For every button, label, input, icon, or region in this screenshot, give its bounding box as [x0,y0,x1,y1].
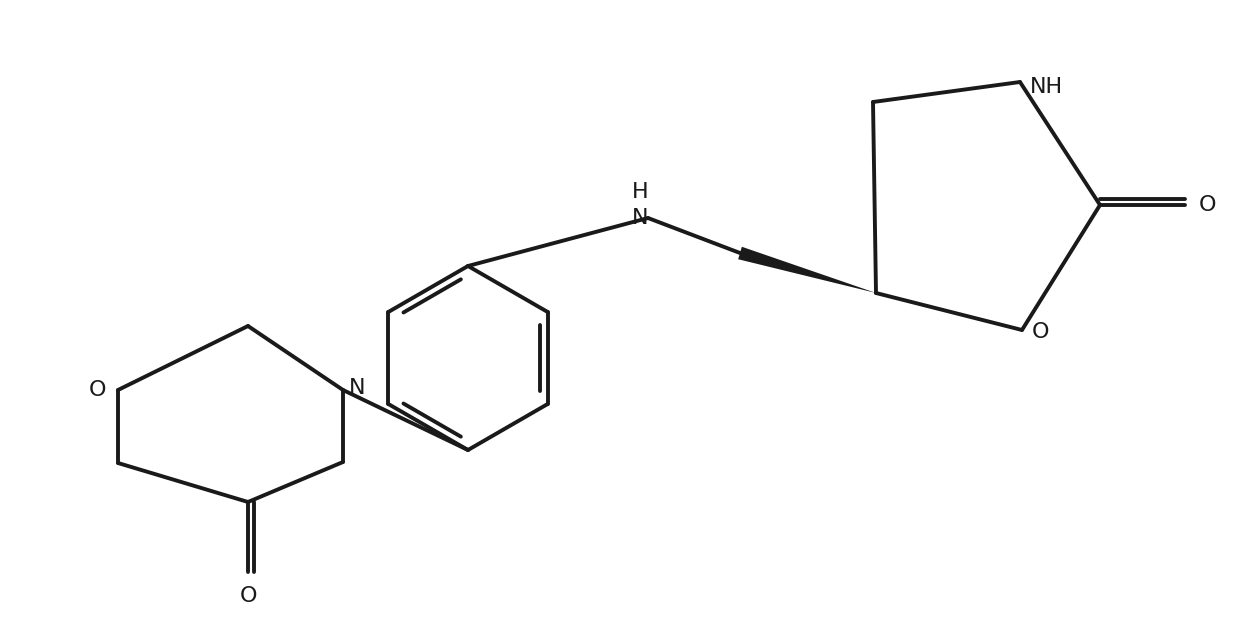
Text: N: N [349,378,365,398]
Text: O: O [1198,195,1217,215]
Text: O: O [239,586,256,606]
Text: N: N [631,208,649,228]
Text: O: O [88,380,106,400]
Text: NH: NH [1030,77,1063,97]
Text: H: H [631,182,649,202]
Text: O: O [1032,322,1050,342]
Polygon shape [738,247,877,293]
